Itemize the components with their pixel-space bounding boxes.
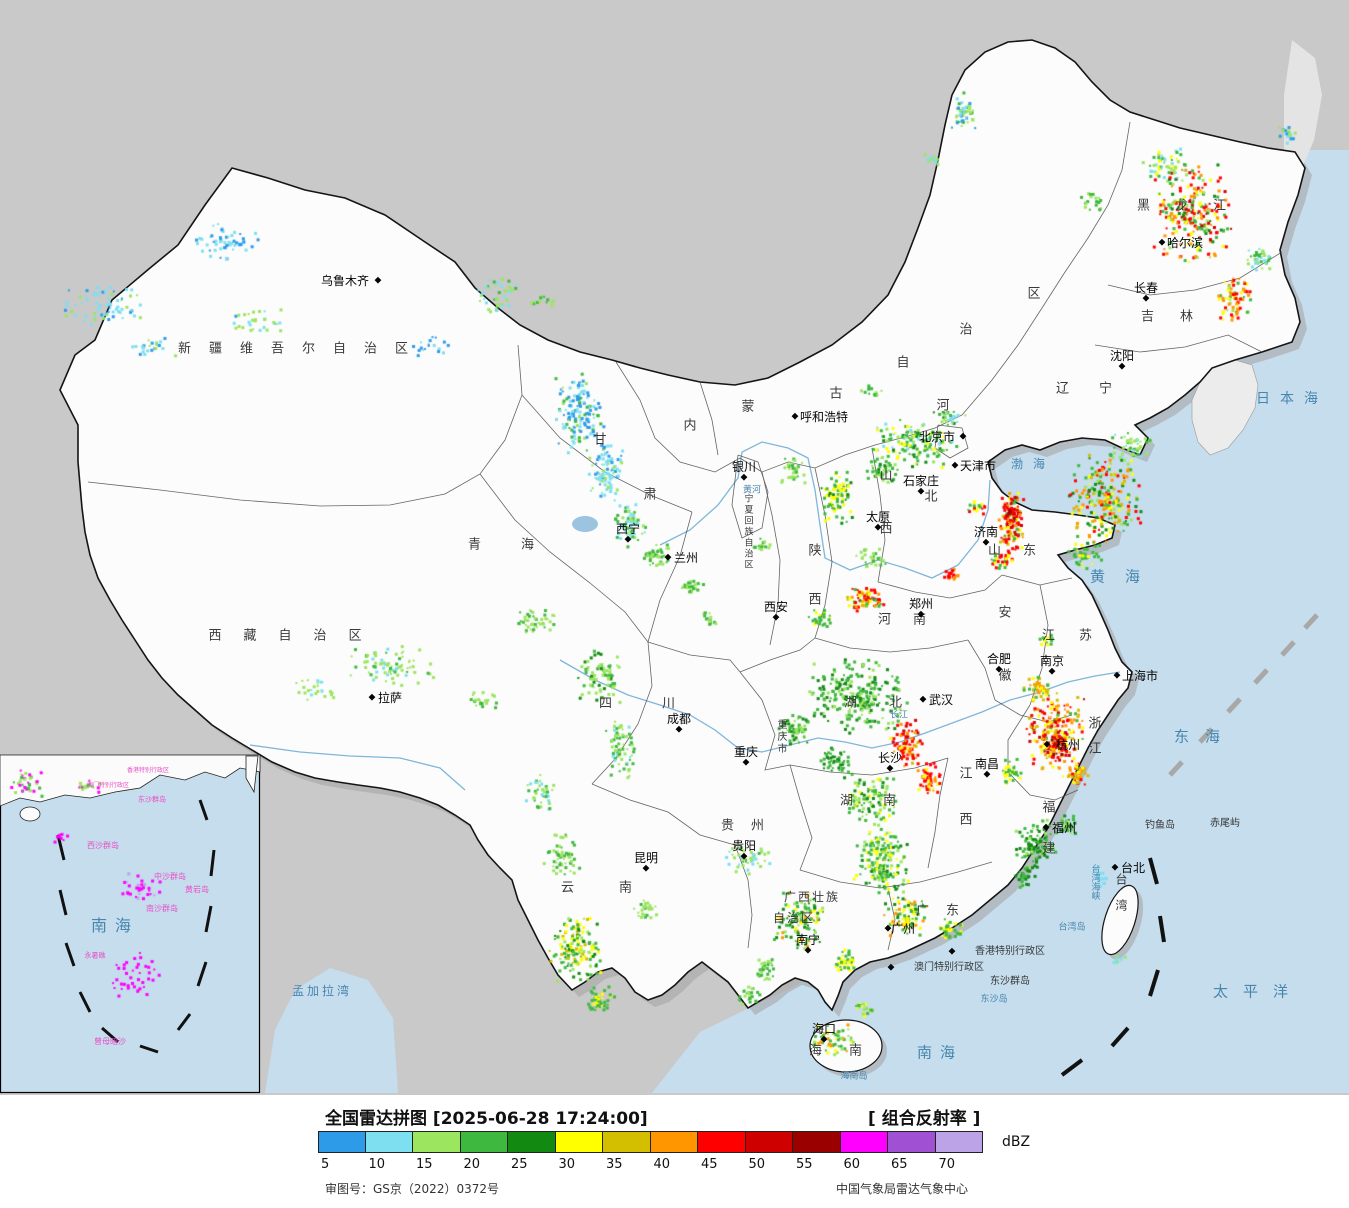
colorbar-cell	[460, 1131, 508, 1153]
dbz-tick-row: 5 10 15 20 25 30 35 40 45 50 55 60 65 70	[318, 1157, 998, 1173]
map-approval-number: 审图号：GS京（2022）0372号	[325, 1182, 499, 1196]
colorbar-tick: 30	[558, 1157, 576, 1172]
colorbar-tick: 65	[891, 1157, 908, 1172]
legend-bar: 全国雷达拼图 [2025-06-28 17:24:00] [ 组合反射率 ] 5…	[0, 1095, 1349, 1208]
colorbar-tick: 15	[416, 1157, 433, 1172]
colorbar-tick: 25	[511, 1157, 528, 1172]
colorbar-cell	[365, 1131, 413, 1153]
colorbar-cell	[555, 1131, 603, 1153]
dbz-unit-label: dBZ	[1002, 1134, 1031, 1150]
colorbar-cell	[603, 1131, 651, 1153]
colorbar-cell	[793, 1131, 841, 1153]
colorbar-cell	[888, 1131, 936, 1153]
colorbar-tick: 50	[748, 1157, 766, 1172]
colorbar-cell	[745, 1131, 793, 1153]
colorbar-cell	[650, 1131, 698, 1153]
colorbar-cell	[698, 1131, 746, 1153]
radar-echo-layer	[0, 0, 1349, 1095]
colorbar-tick: 60	[843, 1157, 861, 1172]
colorbar-tick: 45	[701, 1157, 718, 1172]
dbz-colorbar	[318, 1131, 983, 1153]
colorbar-tick: 70	[938, 1157, 956, 1172]
colorbar-tick: 5	[321, 1157, 330, 1172]
colorbar-tick: 10	[368, 1157, 386, 1172]
colorbar-cell	[935, 1131, 983, 1153]
colorbar-cell	[318, 1131, 366, 1153]
colorbar-tick: 55	[796, 1157, 813, 1172]
map-area: 新疆维吾尔自治区 西藏自治区 青海甘肃内蒙古自治区黑龙江 吉林 辽宁河北山西 山东 河南 陕西…	[0, 0, 1349, 1095]
mosaic-title: 全国雷达拼图 [2025-06-28 17:24:00]	[325, 1109, 648, 1129]
product-name: [ 组合反射率 ]	[868, 1109, 981, 1129]
credit-label: 中国气象局雷达气象中心	[836, 1182, 969, 1196]
colorbar-cell	[413, 1131, 461, 1153]
colorbar-cell	[508, 1131, 556, 1153]
colorbar-cell	[840, 1131, 888, 1153]
colorbar-tick: 35	[606, 1157, 623, 1172]
colorbar-tick: 40	[653, 1157, 671, 1172]
colorbar-tick: 20	[463, 1157, 481, 1172]
